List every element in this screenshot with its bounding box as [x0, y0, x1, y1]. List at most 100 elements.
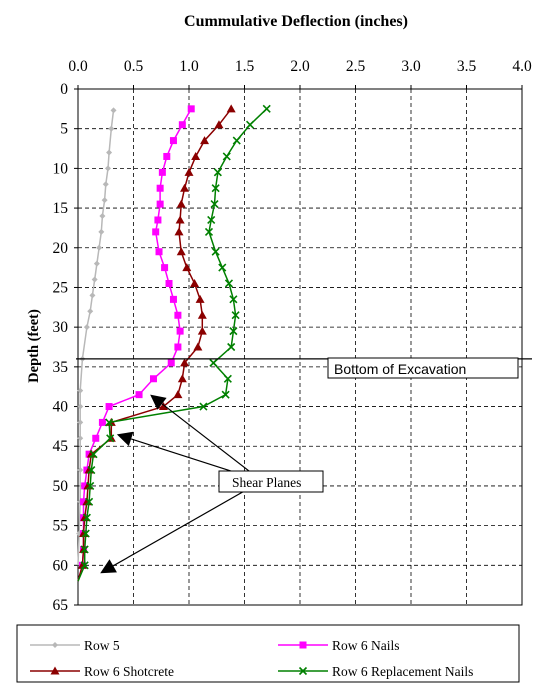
data-point [98, 228, 105, 235]
data-point [108, 125, 115, 132]
x-tick-label: 3.0 [401, 58, 421, 75]
data-point [178, 121, 186, 129]
data-point [210, 200, 219, 209]
y-tick-labels: 0 5 10 15 20 25 30 35 40 45 50 55 60 65 [53, 81, 78, 614]
data-point [169, 137, 177, 145]
x-tick-labels: 0.0 0.5 1.0 1.5 2.0 2.5 3.0 3.5 4.0 [68, 58, 532, 89]
x-tick-label: 1.0 [179, 58, 199, 75]
data-point [82, 513, 91, 522]
legend-label: Row 6 Shotcrete [84, 664, 174, 679]
data-point [191, 151, 201, 160]
data-point [106, 434, 115, 443]
data-point [99, 213, 106, 220]
data-point [224, 279, 234, 288]
y-tick-label: 10 [53, 160, 69, 177]
data-point [87, 465, 96, 475]
data-point [182, 263, 192, 272]
data-point [156, 200, 164, 208]
data-point [80, 561, 89, 570]
data-point [77, 403, 84, 410]
shear-label-box [218, 470, 324, 493]
data-point [169, 295, 177, 303]
data-point [96, 244, 103, 251]
data-point [135, 391, 143, 399]
data-point [105, 403, 113, 411]
shear-arrow-head [116, 431, 134, 447]
data-point [213, 168, 222, 177]
excavation-label: Bottom of Excavation [334, 361, 466, 377]
data-point [174, 343, 182, 351]
data-point [227, 342, 236, 352]
data-point [161, 264, 169, 272]
data-point [91, 276, 98, 283]
chart-title: Cummulative Deflection (inches) [184, 13, 408, 30]
data-point [165, 279, 173, 287]
data-point [229, 327, 238, 336]
data-point [218, 263, 227, 272]
data-point [86, 481, 95, 490]
data-point [204, 227, 214, 236]
data-point [231, 311, 240, 320]
data-point [232, 136, 241, 145]
y-tick-label: 55 [53, 518, 69, 535]
data-point [163, 152, 171, 160]
y-tick-label: 20 [53, 240, 69, 257]
data-point [81, 482, 89, 490]
y-tick-label: 50 [53, 478, 69, 495]
y-tick-label: 60 [53, 557, 69, 574]
data-point [110, 107, 117, 114]
data-point [85, 497, 94, 506]
data-point [106, 149, 113, 156]
shear-arrow-shaft [161, 403, 263, 482]
data-point [81, 529, 90, 538]
y-tick-label: 35 [53, 359, 69, 376]
data-point [102, 181, 109, 188]
data-point [262, 104, 271, 113]
data-point [77, 387, 84, 394]
x-tick-label: 1.5 [235, 58, 255, 75]
legend-label: Row 6 Nails [332, 638, 400, 653]
y-tick-label: 5 [60, 121, 68, 138]
y-tick-label: 25 [53, 279, 69, 296]
data-point [180, 183, 190, 192]
y-tick-label: 40 [53, 399, 69, 416]
data-point [155, 248, 163, 256]
data-point [199, 402, 208, 411]
data-point [89, 450, 98, 459]
data-point [167, 359, 175, 367]
shear-arrow-shaft [112, 480, 263, 567]
data-point [195, 294, 205, 303]
x-tick-label: 2.5 [346, 58, 366, 75]
x-tick-label: 2.0 [290, 58, 310, 75]
legend-label: Row 5 [84, 638, 120, 653]
data-point [89, 292, 96, 299]
data-point [174, 311, 182, 319]
legend-item-row-5: Row 5 [30, 638, 120, 653]
data-point [193, 342, 203, 351]
data-point [229, 295, 238, 304]
x-tick-label: 0.0 [68, 58, 88, 75]
legend: Row 5 Row 6 Nails Row 6 Shotcrete Row 6 Rep… [16, 624, 520, 683]
y-tick-label: 45 [53, 438, 69, 455]
data-point [104, 165, 111, 172]
annotation-layer: Bottom of Excavation Shear Planes [76, 357, 532, 574]
data-point [226, 104, 236, 113]
data-point [152, 228, 160, 236]
data-point [87, 308, 94, 315]
data-point [176, 327, 184, 335]
data-point [80, 498, 88, 506]
shear-label: Shear Planes [232, 475, 301, 490]
data-point [207, 215, 216, 225]
legend-marker [52, 642, 58, 648]
data-point [83, 324, 90, 331]
x-tick-label: 0.5 [124, 58, 144, 75]
x-tick-label: 4.0 [512, 58, 532, 75]
data-point [158, 168, 166, 176]
data-point [211, 184, 220, 193]
legend-marker [298, 666, 308, 676]
x-tick-label: 3.5 [457, 58, 477, 75]
data-point [175, 215, 185, 224]
series-layer [76, 104, 271, 582]
data-point [209, 358, 218, 367]
data-point [156, 184, 164, 192]
